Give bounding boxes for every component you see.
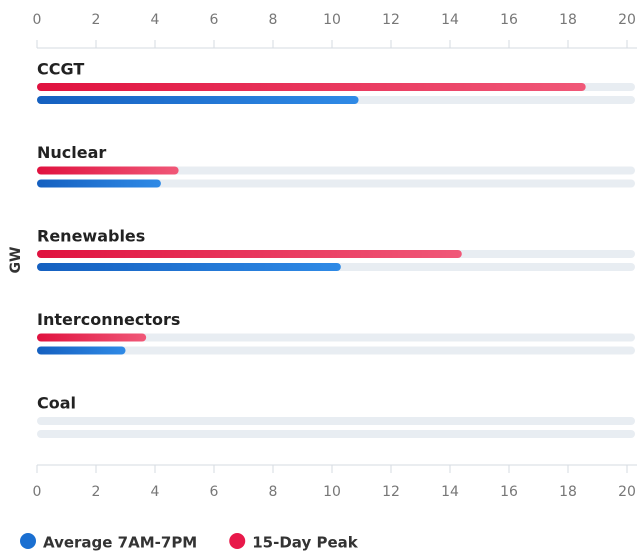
x-tick-label: 20 <box>618 484 636 500</box>
x-tick-label: 18 <box>559 484 577 500</box>
x-tick-label: 8 <box>269 12 278 28</box>
legend-swatch <box>229 533 246 549</box>
bar <box>37 83 586 91</box>
legend-swatch <box>20 533 36 549</box>
bar-track <box>37 346 635 355</box>
category-label: Coal <box>37 394 76 413</box>
x-tick-label: 10 <box>323 484 341 500</box>
bar <box>37 166 179 175</box>
bar <box>37 96 359 104</box>
bar-track <box>37 430 635 438</box>
x-tick-label: 14 <box>441 12 459 28</box>
bar-track <box>37 179 635 188</box>
x-tick-label: 20 <box>618 12 636 28</box>
x-tick-label: 4 <box>151 484 160 500</box>
bar-track <box>37 166 635 175</box>
category-label: Renewables <box>37 227 145 246</box>
bar <box>37 179 161 188</box>
category-label: Interconnectors <box>37 310 180 329</box>
x-tick-label: 16 <box>500 12 518 28</box>
x-tick-label: 0 <box>33 484 42 500</box>
category-label: Nuclear <box>37 143 106 162</box>
x-tick-label: 12 <box>382 12 400 28</box>
category-label: CCGT <box>37 60 84 79</box>
bar-track <box>37 417 635 425</box>
bar <box>37 250 462 258</box>
x-tick-label: 6 <box>210 12 219 28</box>
x-tick-label: 8 <box>269 484 278 500</box>
x-tick-label: 2 <box>92 484 101 500</box>
bar <box>37 333 147 342</box>
x-tick-label: 16 <box>500 484 518 500</box>
x-tick-label: 4 <box>151 12 160 28</box>
x-tick-label: 12 <box>382 484 400 500</box>
bar <box>37 263 341 271</box>
legend-label: Average 7AM-7PM <box>43 534 197 552</box>
x-tick-label: 10 <box>323 12 341 28</box>
x-tick-label: 14 <box>441 484 459 500</box>
x-tick-label: 18 <box>559 12 577 28</box>
axis-label: GW <box>8 247 24 274</box>
x-tick-label: 0 <box>33 12 42 28</box>
bar-track <box>37 333 635 342</box>
x-tick-label: 6 <box>210 484 219 500</box>
bar <box>37 346 126 355</box>
x-tick-label: 2 <box>92 12 101 28</box>
legend-label: 15-Day Peak <box>252 534 359 552</box>
